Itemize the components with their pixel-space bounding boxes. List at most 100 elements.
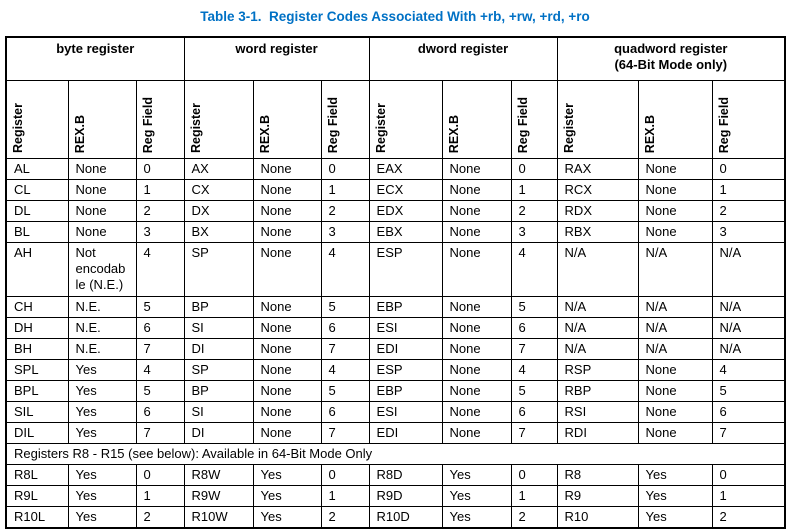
table-cell: RBX [556,221,639,243]
table-cell: 6 [320,401,370,423]
table-row: BPL Yes 5 BP None 5 EBP None 5 RBP None 5 [5,380,786,402]
table-cell: Yes [252,464,322,486]
table-cell: N/A [556,338,639,360]
table-cell: RSI [556,401,639,423]
table-cell: R9 [556,485,639,507]
table-cell: 2 [135,506,185,528]
table-cell: None [252,317,322,339]
table-cell: R8 [556,464,639,486]
column-header-rexb: REX.B [67,80,137,159]
column-header-label: Register [188,102,203,153]
table-cell: 1 [510,485,558,507]
table-cell: None [637,158,713,180]
table-cell: BH [5,338,69,360]
table-cell: 4 [510,242,558,297]
table-cell: None [67,179,137,201]
table-cell: RBP [556,380,639,402]
table-cell: 2 [711,506,786,528]
table-cell: 2 [320,506,370,528]
table-cell: 7 [320,422,370,444]
table-cell: ESP [368,242,443,297]
table-cell: None [441,380,512,402]
table-row: CL None 1 CX None 1 ECX None 1 RCX None 1 [5,179,786,201]
table-cell: SPL [5,359,69,381]
table-cell: RAX [556,158,639,180]
table-row: AH Not encodab le (N.E.) 4 SP None 4 ESP None… [5,242,786,297]
table-cell: None [67,200,137,222]
table-cell: 4 [320,242,370,297]
table-cell: 6 [711,401,786,423]
table-cell: None [67,158,137,180]
table-cell: None [252,338,322,360]
table-cell: 7 [135,422,185,444]
table-cell: DIL [5,422,69,444]
table-cell: None [252,221,322,243]
table-cell: None [441,401,512,423]
table-cell: 2 [135,200,185,222]
table-cell: RCX [556,179,639,201]
table-cell: 5 [510,380,558,402]
table-cell: None [252,242,322,297]
table-cell: None [252,179,322,201]
column-header-register: Register [556,80,639,159]
register-codes-table: byte register word register dword regist… [5,36,787,529]
table-cell: 5 [711,380,786,402]
table-row: SIL Yes 6 SI None 6 ESI None 6 RSI None 6 [5,401,786,423]
table-cell: 1 [320,179,370,201]
table-cell: DX [183,200,254,222]
table-cell: Yes [637,506,713,528]
table-cell: N/A [637,338,713,360]
table-cell: 4 [320,359,370,381]
table-cell: None [441,179,512,201]
table-cell: 3 [135,221,185,243]
table-cell: R8D [368,464,443,486]
table-cell: None [441,296,512,318]
table-row: CH N.E. 5 BP None 5 EBP None 5 N/A N/A N/A [5,296,786,318]
table-cell: ESP [368,359,443,381]
table-cell: None [252,422,322,444]
table-cell: Yes [67,506,137,528]
table-cell: DI [183,422,254,444]
table-cell: N/A [556,317,639,339]
table-cell: ESI [368,317,443,339]
table-cell: Yes [637,485,713,507]
column-header-label: Reg Field [140,96,155,153]
table-cell: 4 [711,359,786,381]
table-cell: 5 [135,380,185,402]
table-cell: R10D [368,506,443,528]
column-header-rexb: REX.B [441,80,512,159]
table-cell: None [252,200,322,222]
table-cell: BP [183,296,254,318]
table-cell: AX [183,158,254,180]
table-cell: SP [183,359,254,381]
table-cell: R9W [183,485,254,507]
table-cell: None [441,242,512,297]
table-cell: 3 [510,221,558,243]
column-header-row: Register REX.B Reg Field Register REX.B … [5,80,786,159]
group-header-row: byte register word register dword regist… [5,36,786,81]
table-cell: 6 [320,317,370,339]
table-row: SPL Yes 4 SP None 4 ESP None 4 RSP None 4 [5,359,786,381]
table-cell: AL [5,158,69,180]
table-cell: None [441,158,512,180]
table-cell: None [441,422,512,444]
table-cell: 0 [135,158,185,180]
table-cell: N/A [637,242,713,297]
group-header-dword: dword register [368,36,558,81]
column-header-register: Register [183,80,254,159]
column-header-label: Register [373,102,388,153]
table-cell: None [252,296,322,318]
table-cell: 0 [711,464,786,486]
table-cell: 1 [510,179,558,201]
table-cell: Yes [67,401,137,423]
table-cell: Yes [441,506,512,528]
table-cell: Yes [252,485,322,507]
table-cell: N.E. [67,296,137,318]
table-cell: Yes [637,464,713,486]
table-cell: EBX [368,221,443,243]
table-cell: R8L [5,464,69,486]
table-cell: 0 [135,464,185,486]
group-header-quadword: quadword register (64-Bit Mode only) [556,36,786,81]
table-row: R10L Yes 2 R10W Yes 2 R10D Yes 2 R10 Yes 2 [5,506,786,528]
table-cell: N/A [711,296,786,318]
